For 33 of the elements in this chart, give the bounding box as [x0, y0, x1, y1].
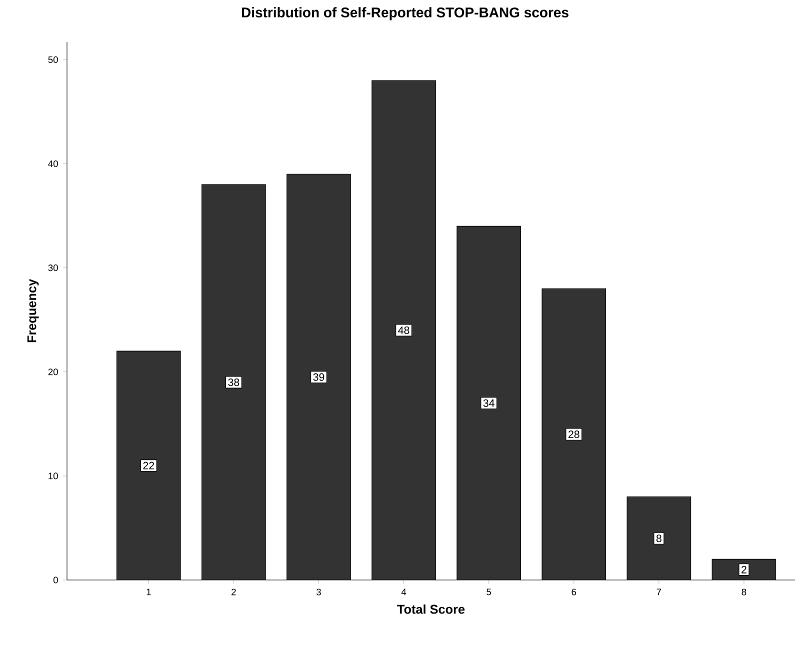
y-tick-label: 10 — [48, 472, 58, 480]
bar — [202, 184, 266, 580]
bar — [372, 80, 436, 580]
bar — [116, 351, 181, 580]
data-label: 39 — [313, 373, 324, 381]
x-tick-label: 2 — [232, 588, 236, 596]
y-tick-label: 50 — [48, 56, 58, 63]
y-tick-label: 20 — [48, 368, 58, 376]
bar — [627, 496, 691, 580]
x-tick-label: 5 — [486, 588, 492, 596]
data-label: 48 — [398, 326, 410, 334]
x-tick-label: 4 — [401, 588, 406, 596]
data-label: 38 — [228, 378, 240, 386]
bar — [712, 558, 776, 580]
data-label: 28 — [568, 430, 580, 438]
bar — [542, 288, 606, 580]
data-label: 22 — [143, 462, 154, 470]
x-tick-label: 7 — [656, 588, 662, 596]
x-tick-label: 3 — [316, 588, 321, 596]
data-label: 8 — [656, 534, 662, 542]
x-tick-label: 1 — [146, 588, 151, 596]
y-axis-title: Frequency — [27, 279, 39, 342]
chart-title: Distribution of Self-Reported STOP-BANG scores — [242, 7, 568, 20]
data-label: 2 — [742, 566, 746, 574]
bar — [286, 174, 351, 580]
data-label: 34 — [483, 399, 494, 407]
y-tick-label: 30 — [48, 264, 58, 272]
y-tick-label: 0 — [53, 576, 58, 584]
x-axis-title: Total Score — [397, 604, 465, 614]
x-tick-label: 8 — [742, 588, 746, 596]
bar — [456, 226, 521, 580]
y-tick-label: 40 — [48, 160, 58, 168]
x-tick-label: 6 — [572, 588, 576, 596]
